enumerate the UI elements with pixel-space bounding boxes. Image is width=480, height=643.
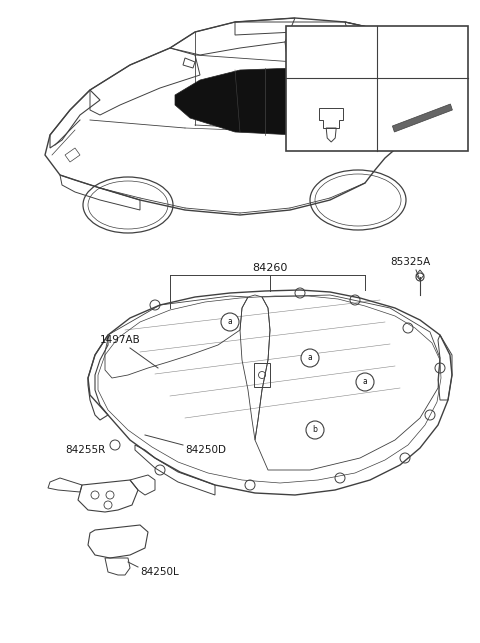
Text: a: a: [298, 49, 302, 55]
Text: 84260: 84260: [252, 263, 288, 273]
Text: 84295A: 84295A: [403, 47, 440, 57]
Polygon shape: [392, 104, 452, 132]
Text: 84277: 84277: [312, 47, 343, 57]
Text: 1497AB: 1497AB: [100, 335, 141, 345]
Circle shape: [221, 313, 239, 331]
Polygon shape: [175, 68, 385, 135]
Text: a: a: [362, 377, 367, 386]
Text: 84250L: 84250L: [140, 567, 179, 577]
Text: 84255R: 84255R: [65, 445, 105, 455]
Circle shape: [293, 45, 307, 59]
Text: a: a: [228, 318, 232, 327]
Bar: [286, 26, 468, 151]
Circle shape: [384, 45, 398, 59]
Text: 85325A: 85325A: [390, 257, 430, 267]
Circle shape: [301, 349, 319, 367]
Circle shape: [356, 373, 374, 391]
Text: b: b: [389, 49, 393, 55]
Circle shape: [306, 421, 324, 439]
Text: b: b: [312, 426, 317, 435]
Text: a: a: [308, 354, 312, 363]
Text: 84250D: 84250D: [185, 445, 226, 455]
